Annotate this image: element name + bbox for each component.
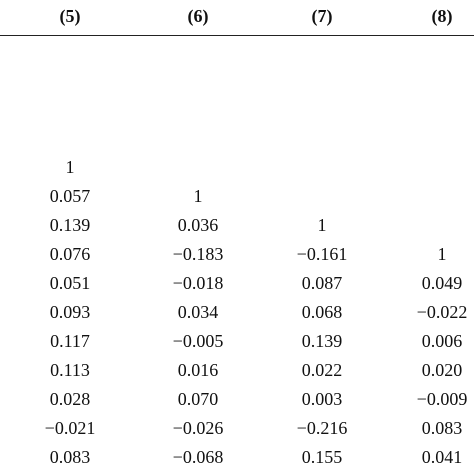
- table-cell-col-5: 0.057: [49, 186, 91, 206]
- table-cell-col-6: −0.183: [172, 244, 224, 264]
- table-cell-col-8: 0.020: [421, 360, 463, 380]
- table-cell-col-5: −0.021: [44, 418, 96, 438]
- table-row: 0.093 0.034 0.068 −0.022: [0, 297, 474, 326]
- column-header-5: (5): [59, 6, 81, 26]
- table-cell-col-8: 0.083: [421, 418, 463, 438]
- table-cell-col-6: −0.005: [172, 331, 224, 351]
- table-cell-col-6: 0.070: [177, 389, 219, 409]
- table-cell-col-7: 1: [317, 215, 327, 235]
- table-row: 0.083 −0.068 0.155 0.041: [0, 442, 474, 471]
- table-row: 0.076 −0.183 −0.161 1: [0, 239, 474, 268]
- table-cell-col-8: 0.049: [421, 273, 463, 293]
- table-row: 1: [0, 152, 474, 181]
- table-cell-col-5: 0.076: [49, 244, 91, 264]
- table-cell-col-5: 0.028: [49, 389, 91, 409]
- table-row: 0.028 0.070 0.003 −0.009: [0, 384, 474, 413]
- table-cell-col-6: −0.068: [172, 447, 224, 467]
- table-cell-col-6: 0.016: [177, 360, 219, 380]
- table-header-row: (5) (6) (7) (8): [0, 0, 474, 36]
- table-row: 0.139 0.036 1: [0, 210, 474, 239]
- table-cell-col-5: 0.093: [49, 302, 91, 322]
- table-row: 0.057 1: [0, 181, 474, 210]
- table-cell-col-8: 0.006: [421, 331, 463, 351]
- table-cell-col-8: −0.009: [416, 389, 468, 409]
- table-cell-col-6: −0.026: [172, 418, 224, 438]
- table-cell-col-5: 0.117: [50, 331, 90, 351]
- table-cell-col-5: 0.083: [49, 447, 91, 467]
- table-cell-col-6: −0.018: [172, 273, 224, 293]
- table-cell-col-7: 0.068: [301, 302, 343, 322]
- table-row: 0.113 0.016 0.022 0.020: [0, 355, 474, 384]
- table-cell-col-5: 0.113: [50, 360, 90, 380]
- table-cell-col-7: 0.003: [301, 389, 343, 409]
- table-cell-col-7: 0.087: [301, 273, 343, 293]
- table-cell-col-5: 0.139: [49, 215, 91, 235]
- table-row: 0.117 −0.005 0.139 0.006: [0, 326, 474, 355]
- table-cell-col-7: −0.216: [296, 418, 348, 438]
- table-cell-col-5: 1: [65, 157, 75, 177]
- table-cell-col-8: −0.022: [416, 302, 468, 322]
- table-cell-col-6: 1: [193, 186, 203, 206]
- table-cell-col-7: 0.139: [301, 331, 343, 351]
- table-cell-col-7: −0.161: [296, 244, 348, 264]
- table-row: 0.051 −0.018 0.087 0.049: [0, 268, 474, 297]
- column-header-7: (7): [311, 6, 333, 26]
- header-rule: [0, 35, 474, 36]
- table-cell-col-8: 0.041: [421, 447, 463, 467]
- table-row: −0.021 −0.026 −0.216 0.083: [0, 413, 474, 442]
- table-cell-col-7: 0.155: [301, 447, 343, 467]
- table-cell-col-5: 0.051: [49, 273, 91, 293]
- table-cell-col-6: 0.034: [177, 302, 219, 322]
- table-cell-col-8: 1: [437, 244, 447, 264]
- table-cell-col-6: 0.036: [177, 215, 219, 235]
- table-body: 1 0.057 1 0.139 0.036 1 0.076 −0.183 −0.161 1 0.05…: [0, 152, 474, 471]
- table-cell-col-7: 0.022: [301, 360, 343, 380]
- column-header-6: (6): [187, 6, 209, 26]
- column-header-8: (8): [431, 6, 453, 26]
